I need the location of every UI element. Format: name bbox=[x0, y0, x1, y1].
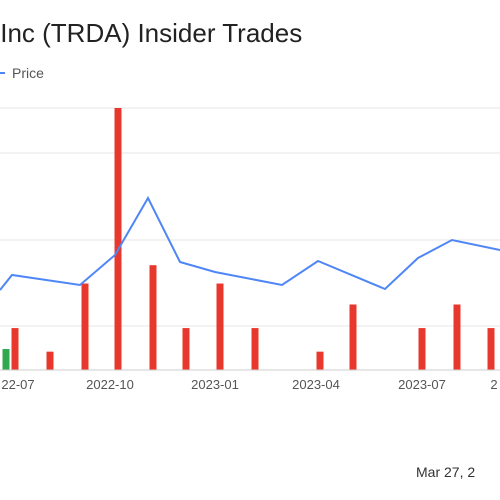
x-tick-label-0: 22-07 bbox=[1, 377, 34, 392]
grid-lines bbox=[0, 107, 500, 327]
x-tick-label-4: 2023-07 bbox=[398, 377, 446, 392]
x-axis-ticks: 22-07 2022-10 2023-01 2023-04 2023-07 2 bbox=[1, 377, 497, 392]
sell-bar-9 bbox=[349, 304, 357, 370]
x-tick-label-5: 2 bbox=[490, 377, 497, 392]
sell-bar-11 bbox=[453, 304, 461, 370]
sell-bar-2 bbox=[81, 283, 89, 370]
x-tick-label-3: 2023-04 bbox=[292, 377, 340, 392]
sell-bar-1 bbox=[46, 351, 54, 370]
sell-bar-12 bbox=[487, 328, 495, 370]
x-tick-label-2: 2023-01 bbox=[191, 377, 239, 392]
buy-bar-0 bbox=[2, 349, 10, 370]
sell-bar-8 bbox=[316, 351, 324, 370]
chart-title: s Inc (TRDA) Insider Trades bbox=[0, 18, 302, 48]
footer-date: Mar 27, 2 bbox=[416, 464, 475, 480]
legend: Price bbox=[0, 65, 44, 81]
price-legend-label: Price bbox=[12, 65, 44, 81]
sell-bar-4 bbox=[149, 265, 157, 370]
sell-bar-6 bbox=[216, 283, 224, 370]
sell-bar-10 bbox=[418, 328, 426, 370]
sell-bar-7 bbox=[251, 328, 259, 370]
sell-bar-0 bbox=[11, 328, 19, 370]
price-line bbox=[0, 195, 500, 291]
sell-bar-5 bbox=[182, 328, 190, 370]
x-tick-label-1: 2022-10 bbox=[86, 377, 134, 392]
sell-bar-3 bbox=[114, 108, 122, 370]
trade-bars bbox=[2, 108, 495, 370]
